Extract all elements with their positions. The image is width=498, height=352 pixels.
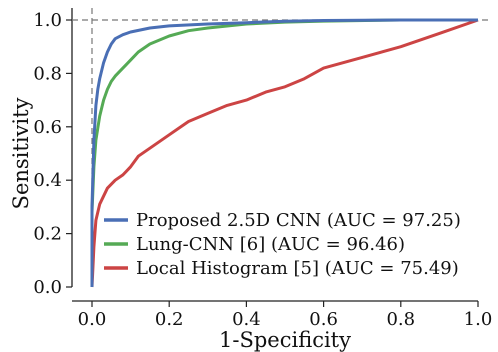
y-tick-label-5: 1.0 [33,10,62,31]
x-tick-label-0: 0.0 [78,309,107,330]
y-axis-label: Sensitivity [9,97,33,209]
x-tick-label-5: 1.0 [464,309,493,330]
legend-label-1: Lung-CNN [6] (AUC = 96.46) [136,234,405,255]
x-tick-label-4: 0.8 [386,309,415,330]
x-tick-label-2: 0.4 [232,309,261,330]
y-tick-label-3: 0.6 [33,117,62,138]
x-tick-label-1: 0.2 [155,309,184,330]
x-axis-label: 1-Specificity [219,328,351,352]
y-tick-label-4: 0.8 [33,63,62,84]
series-line-2 [90,18,479,288]
y-tick-label-2: 0.4 [33,170,62,191]
series-line-0 [90,18,478,287]
series-layer [90,18,479,288]
legend: Proposed 2.5D CNN (AUC = 97.25) Lung-CNN … [104,210,461,279]
y-tick-label-0: 0.0 [33,277,62,298]
legend-label-0: Proposed 2.5D CNN (AUC = 97.25) [136,210,461,231]
legend-label-2: Local Histogram [5] (AUC = 75.49) [136,258,459,279]
x-tick-label-3: 0.6 [309,309,338,330]
y-tick-label-1: 0.2 [33,224,62,245]
axes-layer: 0.0 0.2 0.4 0.6 0.8 1.0 0.0 0.2 0.4 0.6 0.8 1.0 1-Sp… [9,8,492,352]
